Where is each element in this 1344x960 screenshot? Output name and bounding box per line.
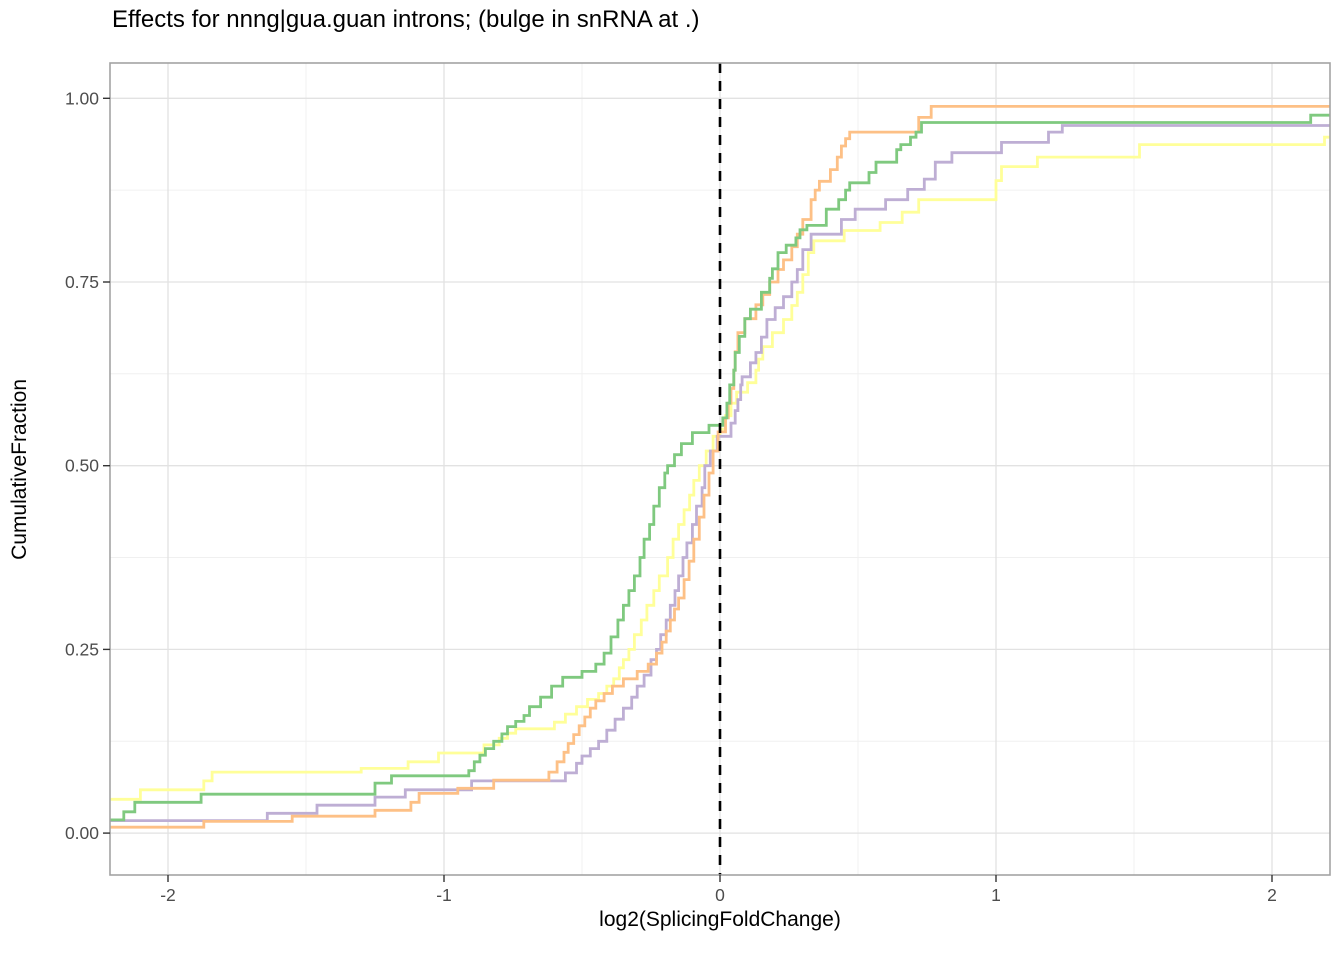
x-tick-label: -2 [160,885,176,905]
y-tick-label: 1.00 [65,88,99,108]
y-tick-label: 0.25 [65,639,99,659]
y-tick-label: 0.75 [65,272,99,292]
x-tick-label: 0 [715,885,725,905]
ecdf-curve-yellow [110,135,1330,801]
y-tick-label: 0.50 [65,456,99,476]
chart-title: Effects for nnng|gua.guan introns; (bulg… [112,6,700,33]
ecdf-curve-orange [110,105,1330,829]
y-tick-label: 0.00 [65,823,99,843]
x-tick-label: 2 [1267,885,1277,905]
x-tick-label: -1 [436,885,452,905]
ecdf-curve-green [110,113,1330,822]
x-axis-title: log2(SplicingFoldChange) [599,908,841,931]
ecdf-curve-purple [110,124,1330,822]
x-tick-label: 1 [991,885,1001,905]
